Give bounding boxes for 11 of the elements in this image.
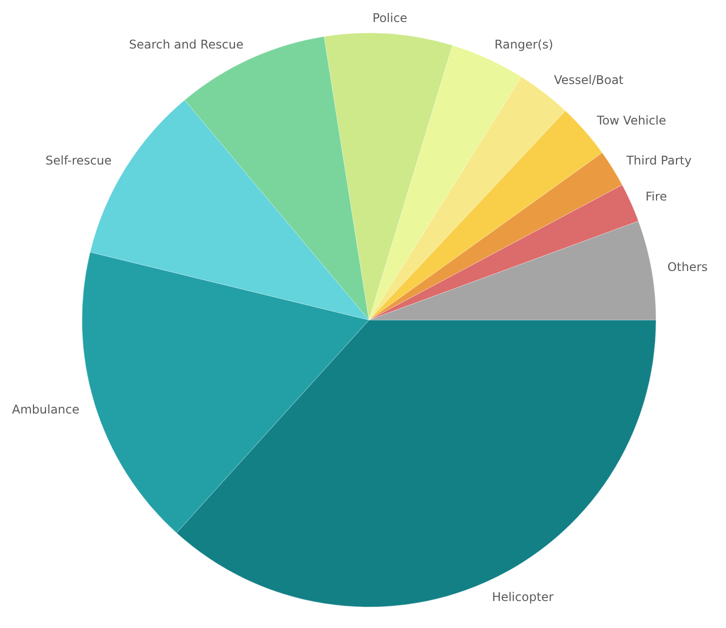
slice-label: Others — [667, 260, 708, 274]
slice-label: Police — [372, 10, 408, 25]
slice-label: Third Party — [625, 153, 692, 168]
slice-label: Ambulance — [12, 402, 80, 416]
slice-label: Search and Rescue — [128, 37, 244, 52]
slice-label: Fire — [646, 189, 667, 204]
slice-label: Helicopter — [492, 590, 554, 604]
slice-label: Vessel/Boat — [554, 73, 624, 88]
slice-label: Ranger(s) — [494, 37, 554, 52]
slice-label: Self-rescue — [46, 153, 112, 168]
slice-label: Tow Vehicle — [596, 114, 666, 128]
